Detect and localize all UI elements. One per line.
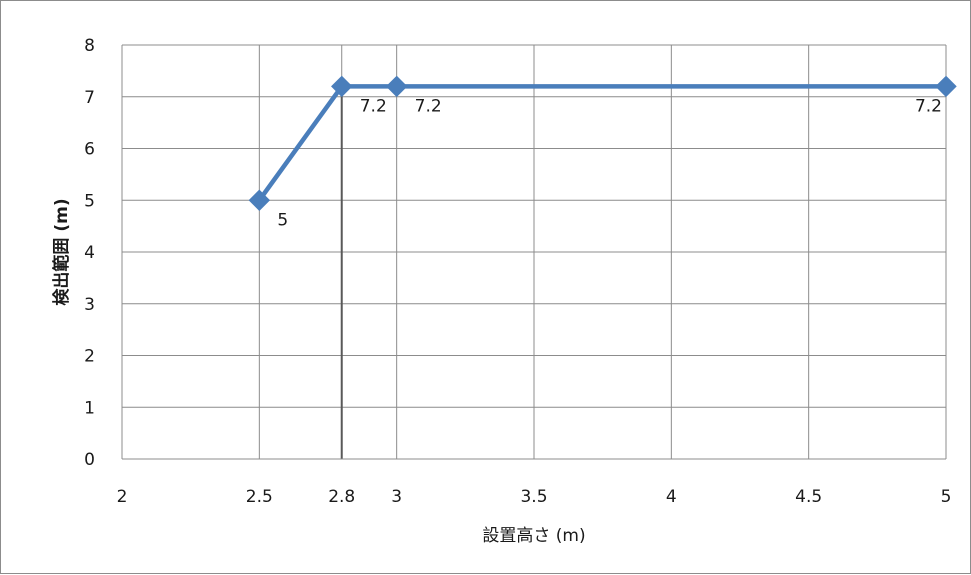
data-point-marker (385, 75, 408, 98)
y-tick-label: 3 (84, 295, 95, 315)
data-point-marker (248, 189, 271, 211)
y-tick-label: 6 (84, 140, 95, 160)
y-tick-label: 4 (84, 243, 95, 263)
series-layer (248, 75, 957, 211)
x-tick-label: 5 (941, 487, 952, 507)
data-label: 7.2 (415, 96, 442, 116)
y-tick-label: 5 (84, 191, 95, 211)
data-label: 5 (277, 210, 288, 230)
y-tick-label: 0 (84, 450, 95, 470)
x-axis-title: 設置高さ (m) (482, 526, 585, 546)
y-tick-label: 7 (84, 88, 95, 108)
plot-area-border (121, 45, 946, 460)
y-axis-title: 検出範囲 (m) (51, 198, 72, 305)
x-tick-label: 4 (666, 487, 677, 507)
x-tick-label: 2.5 (246, 487, 273, 507)
y-tick-label: 1 (84, 398, 95, 418)
x-tick-label: 3 (391, 487, 402, 507)
data-label: 7.2 (360, 96, 387, 116)
x-tick-labels: 2 2.5 2.8 3 3.5 4 4.5 5 (117, 487, 952, 507)
x-tick-label: 4.5 (795, 487, 822, 507)
y-tick-labels: 0 1 2 3 4 5 6 7 8 (84, 36, 95, 470)
y-tick-label: 8 (84, 36, 95, 56)
data-point-marker (935, 75, 957, 98)
grid-layer (121, 44, 947, 460)
x-tick-label: 2.8 (328, 487, 355, 507)
x-tick-label: 2 (117, 487, 128, 507)
data-label: 7.2 (915, 96, 942, 116)
data-labels: 5 7.2 7.2 7.2 (277, 96, 942, 230)
y-tick-label: 2 (84, 347, 95, 367)
series-line (257, 84, 946, 202)
x-tick-label: 3.5 (520, 487, 547, 507)
data-point-marker (331, 75, 353, 98)
